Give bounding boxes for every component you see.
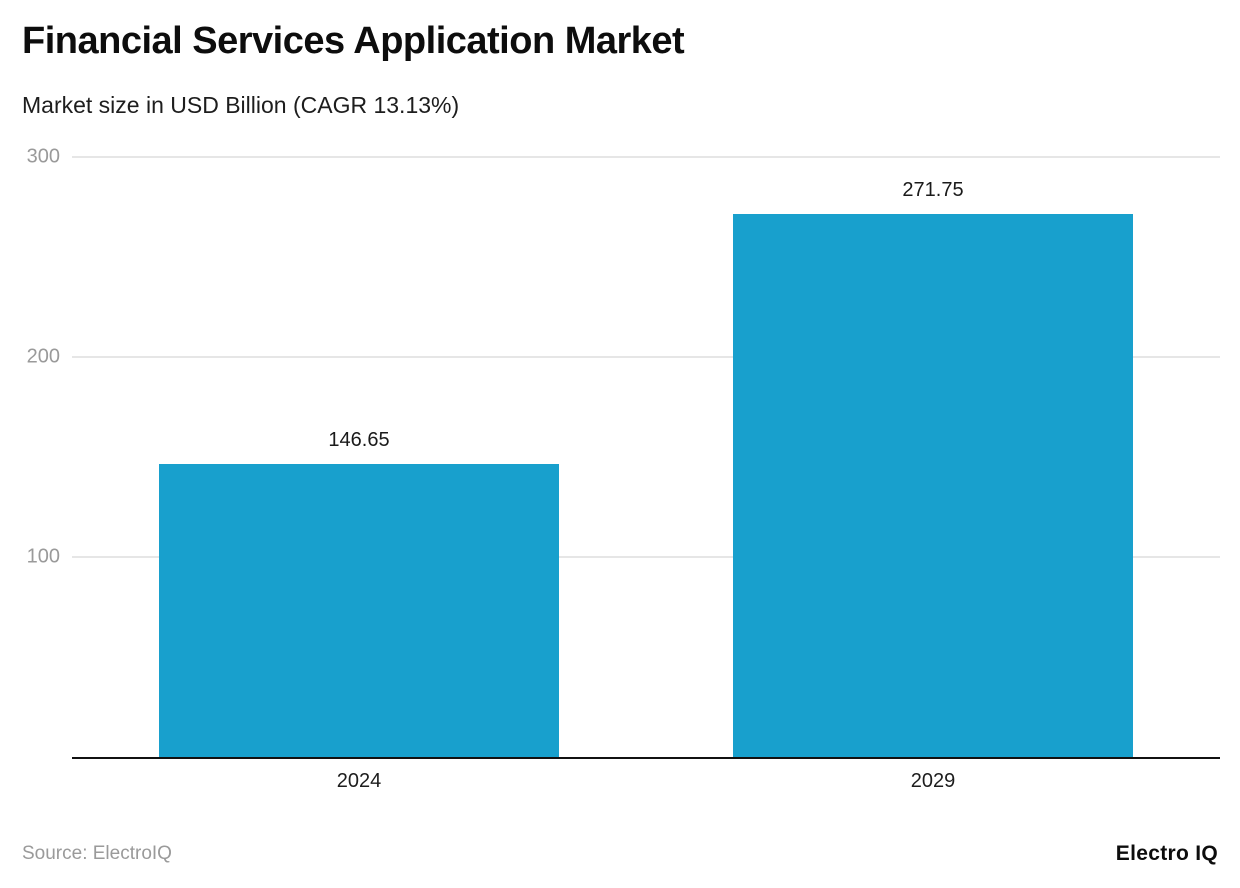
source-credit: Source: ElectroIQ bbox=[22, 843, 172, 864]
x-tick-label-2024: 2024 bbox=[336, 770, 382, 792]
bar-2029 bbox=[732, 213, 1134, 757]
x-tick-label-2029: 2029 bbox=[910, 770, 956, 792]
brand-logo: Electro IQ bbox=[1115, 842, 1218, 865]
gridline-100 bbox=[72, 556, 1220, 558]
y-tick-label-300: 300 bbox=[26, 145, 60, 168]
value-label-2029: 271.75 bbox=[902, 178, 964, 201]
x-axis-line bbox=[72, 757, 1220, 759]
y-tick-label-100: 100 bbox=[26, 545, 60, 568]
chart-title: Financial Services Application Market bbox=[22, 20, 685, 62]
value-label-2024: 146.65 bbox=[328, 428, 390, 451]
plot-area: 100 200 300 146.65 2024 271.75 2029 bbox=[27, 146, 1220, 792]
gridline-300 bbox=[72, 156, 1220, 158]
chart-subtitle: Market size in USD Billion (CAGR 13.13%) bbox=[22, 92, 460, 118]
bar-2024 bbox=[158, 463, 560, 757]
gridline-200 bbox=[72, 356, 1220, 358]
y-tick-label-200: 200 bbox=[26, 345, 60, 368]
